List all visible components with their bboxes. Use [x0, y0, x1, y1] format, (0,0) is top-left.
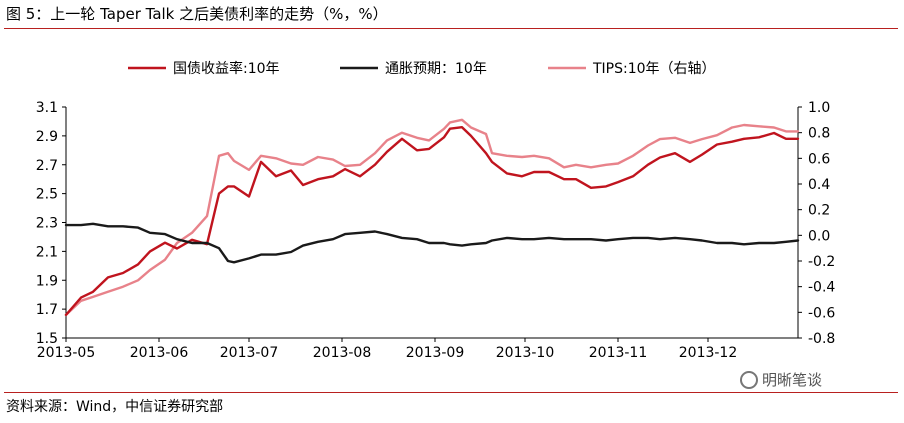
y-left-tick-label: 1.5 — [36, 331, 58, 347]
source-rule — [4, 392, 898, 393]
y-left-tick-label: 2.3 — [36, 216, 58, 232]
y-left-tick-label: 2.9 — [36, 129, 58, 145]
x-tick-label: 2013-08 — [313, 345, 372, 361]
figure-title: 图 5：上一轮 Taper Talk 之后美债利率的走势（%，%） — [6, 5, 388, 23]
y-left-tick-label: 1.9 — [36, 273, 58, 289]
x-tick-label: 2013-06 — [130, 345, 189, 361]
source-note: 资料来源：Wind，中信证券研究部 — [6, 399, 224, 415]
y-right-tick-label: -0.8 — [808, 331, 835, 347]
x-tick-label: 2013-05 — [37, 345, 96, 361]
watermark: 明晰笔谈 — [740, 369, 822, 390]
x-tick-label: 2013-12 — [679, 345, 738, 361]
y-right-tick-label: -0.6 — [808, 305, 835, 321]
legend-label-1: 国债收益率:10年 — [173, 60, 280, 77]
y-left-tick-label: 1.7 — [36, 302, 58, 318]
x-tick-label: 2013-09 — [406, 345, 465, 361]
wechat-logo-icon — [740, 370, 758, 389]
y-right-tick-label: 0.4 — [808, 177, 830, 193]
y-left-tick-label: 2.7 — [36, 158, 58, 174]
y-right-tick-label: 0.8 — [808, 126, 830, 142]
y-right-tick-label: 0.0 — [808, 228, 830, 244]
y-right-tick-label: 0.2 — [808, 203, 830, 219]
chart-legend: 国债收益率:10年 通胀预期：10年 TIPS:10年（右轴） — [128, 60, 716, 77]
series-line-3 — [64, 118, 800, 317]
title-rule — [4, 28, 898, 29]
series-line-2 — [64, 222, 800, 264]
x-tick-label: 2013-11 — [589, 345, 648, 361]
y-right-tick-label: 1.0 — [808, 100, 830, 116]
legend-label-2: 通胀预期：10年 — [385, 61, 487, 77]
y-left-tick-label: 2.1 — [36, 244, 58, 260]
x-tick-label: 2013-10 — [496, 345, 555, 361]
y-right-tick-label: -0.2 — [808, 254, 835, 270]
y-right-tick-label: 0.6 — [808, 151, 830, 167]
x-tick-label: 2013-07 — [220, 345, 279, 361]
y-right-tick-label: -0.4 — [808, 280, 835, 296]
y-left-tick-label: 2.5 — [36, 187, 58, 203]
watermark-text: 明晰笔谈 — [762, 371, 823, 389]
y-left-tick-label: 3.1 — [36, 100, 58, 116]
line-chart: 国债收益率:10年 通胀预期：10年 TIPS:10年（右轴） 1.5 1.7 1.9 2… — [36, 60, 836, 361]
chart-series-lines — [64, 118, 800, 317]
legend-label-3: TIPS:10年（右轴） — [592, 61, 716, 77]
series-line-1 — [64, 125, 800, 317]
chart-axes: 1.5 1.7 1.9 2.1 2.3 2.5 2.7 2.9 3.1 -0.8 -0.6 -0.4 -… — [36, 100, 836, 361]
